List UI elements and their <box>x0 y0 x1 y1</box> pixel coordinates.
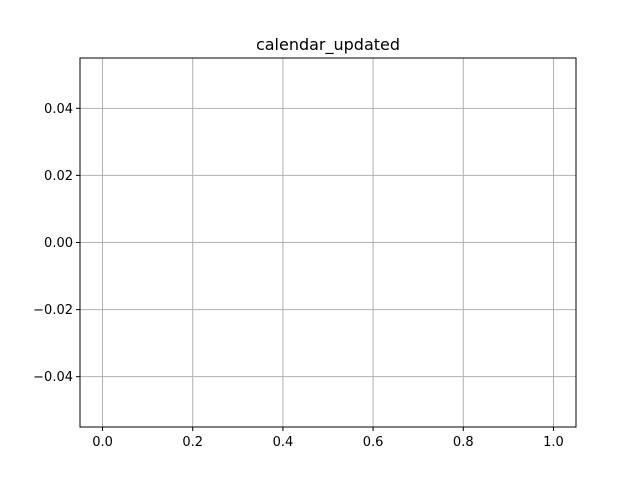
x-tick-label: 0.0 <box>92 435 113 450</box>
x-tick-label: 0.8 <box>453 435 474 450</box>
x-tick-label: 1.0 <box>543 435 564 450</box>
grid-lines <box>80 58 576 427</box>
y-tick-label: 0.04 <box>44 102 73 117</box>
x-axis: 0.0 0.2 0.4 0.6 0.8 1.0 <box>92 427 564 450</box>
x-tick-label: 0.6 <box>363 435 384 450</box>
y-tick-label: −0.04 <box>33 370 73 385</box>
y-tick-label: −0.02 <box>33 303 73 318</box>
x-tick-label: 0.2 <box>182 435 203 450</box>
y-tick-label: 0.02 <box>44 169 73 184</box>
y-tick-label: 0.00 <box>44 236 73 251</box>
chart-title: calendar_updated <box>256 35 400 55</box>
x-tick-label: 0.4 <box>273 435 294 450</box>
y-axis: −0.04 −0.02 0.00 0.02 0.04 <box>33 102 80 385</box>
